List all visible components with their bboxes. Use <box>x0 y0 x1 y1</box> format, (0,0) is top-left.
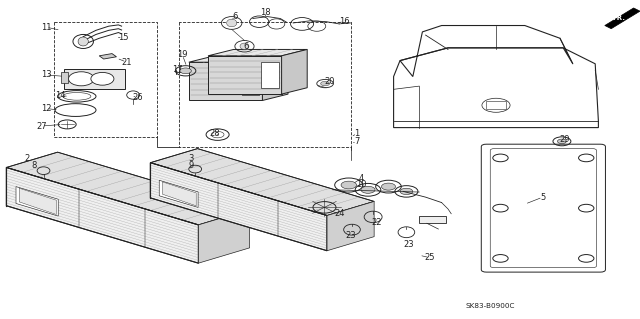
Text: 26: 26 <box>132 93 143 102</box>
Text: 14: 14 <box>56 91 66 100</box>
Ellipse shape <box>557 139 566 144</box>
Ellipse shape <box>227 19 237 27</box>
Text: 19: 19 <box>177 50 188 59</box>
Text: 9: 9 <box>188 161 193 170</box>
Ellipse shape <box>321 81 330 86</box>
Polygon shape <box>189 56 288 62</box>
Text: 23: 23 <box>346 231 356 240</box>
Polygon shape <box>208 49 307 56</box>
Text: 28: 28 <box>209 129 220 138</box>
Polygon shape <box>605 8 640 29</box>
Polygon shape <box>163 182 196 206</box>
Text: 22: 22 <box>371 218 381 227</box>
Polygon shape <box>6 152 250 225</box>
Polygon shape <box>150 163 327 251</box>
Ellipse shape <box>78 37 88 46</box>
Polygon shape <box>189 62 262 100</box>
Polygon shape <box>150 149 374 216</box>
Ellipse shape <box>400 188 413 195</box>
Text: 21: 21 <box>122 58 132 67</box>
Text: SK83-B0900C: SK83-B0900C <box>466 303 515 309</box>
Polygon shape <box>16 187 58 216</box>
Text: 23: 23 <box>403 241 413 249</box>
Text: 6: 6 <box>244 42 249 51</box>
Polygon shape <box>159 180 198 207</box>
Text: 10: 10 <box>356 180 367 189</box>
Text: 5: 5 <box>540 193 545 202</box>
Text: 17: 17 <box>172 65 182 74</box>
Bar <box>242 68 259 95</box>
Text: 16: 16 <box>339 17 349 26</box>
Text: 15: 15 <box>118 33 128 42</box>
Text: 27: 27 <box>36 122 47 130</box>
Text: 4: 4 <box>359 174 364 182</box>
Text: 12: 12 <box>41 104 51 113</box>
Polygon shape <box>262 56 288 100</box>
Polygon shape <box>282 49 307 94</box>
Bar <box>61 72 68 83</box>
Text: 20: 20 <box>324 77 335 86</box>
Polygon shape <box>198 210 250 263</box>
Polygon shape <box>208 56 282 94</box>
Text: FR.: FR. <box>612 15 625 21</box>
Ellipse shape <box>180 68 191 74</box>
Text: 7: 7 <box>355 137 360 146</box>
Text: 18: 18 <box>260 8 271 17</box>
Bar <box>486 101 506 109</box>
Bar <box>261 62 278 88</box>
Polygon shape <box>327 201 374 251</box>
Ellipse shape <box>341 181 356 189</box>
Ellipse shape <box>68 72 94 86</box>
Text: 6: 6 <box>233 12 238 21</box>
Text: 25: 25 <box>425 253 435 262</box>
Text: 24: 24 <box>334 209 344 218</box>
Ellipse shape <box>381 183 396 190</box>
Polygon shape <box>99 54 116 59</box>
Text: 3: 3 <box>188 154 193 163</box>
Text: 29: 29 <box>559 135 570 144</box>
Ellipse shape <box>361 186 375 193</box>
Text: 8: 8 <box>31 161 36 170</box>
Polygon shape <box>6 167 198 263</box>
Text: 1: 1 <box>355 129 360 138</box>
Text: 11: 11 <box>41 23 51 32</box>
Polygon shape <box>19 188 56 214</box>
Text: 13: 13 <box>41 70 51 79</box>
Ellipse shape <box>240 43 249 49</box>
Bar <box>64 69 125 89</box>
Ellipse shape <box>91 72 114 85</box>
Text: 2: 2 <box>24 154 29 163</box>
FancyBboxPatch shape <box>481 144 605 272</box>
Bar <box>419 216 446 223</box>
